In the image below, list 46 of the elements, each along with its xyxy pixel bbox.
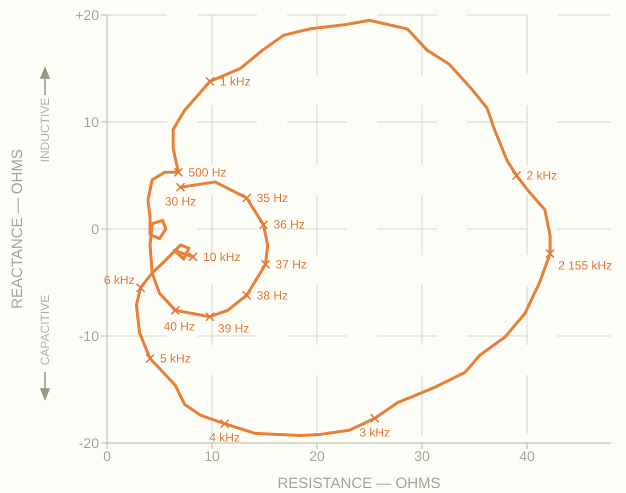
y-tick-label: -10 <box>78 328 100 344</box>
point <box>220 418 230 428</box>
point <box>174 168 184 178</box>
annotation: 40 Hz <box>164 319 195 334</box>
point <box>512 170 522 180</box>
annotation: 3 kHz <box>359 425 390 440</box>
point <box>260 260 270 270</box>
x-tick-label: 40 <box>519 448 535 464</box>
point <box>205 76 215 86</box>
annotation: 1 kHz <box>220 74 251 88</box>
y-tick-label: 0 <box>91 220 100 237</box>
annotation: 2 kHz <box>526 168 558 182</box>
annotation: 5 kHz <box>160 351 191 366</box>
x-tick-label: 20 <box>309 448 325 464</box>
annotation: 30 Hz <box>164 194 196 208</box>
x-tick-label: 30 <box>414 448 430 464</box>
y-tick-label: 10 <box>83 114 100 130</box>
point <box>205 312 215 322</box>
point <box>145 354 155 364</box>
annotation: 37 Hz <box>276 257 307 272</box>
point <box>545 248 555 258</box>
annotation: 10 kHz <box>203 250 240 264</box>
point <box>258 220 268 230</box>
annotation: 35 Hz <box>256 190 288 205</box>
y-axis-title: REACTANCE — OHMS <box>9 149 26 309</box>
annotation: 39 Hz <box>218 322 250 336</box>
y-tick-label: -20 <box>78 434 100 451</box>
annotation: 2 155 kHz <box>558 258 612 273</box>
annotation: 4 kHz <box>209 430 240 445</box>
text: CAPACITIVE <box>38 294 52 366</box>
point <box>242 193 252 203</box>
point <box>370 414 380 424</box>
point <box>242 290 252 300</box>
annotation: 36 Hz <box>273 218 305 232</box>
point <box>188 252 198 262</box>
x-axis-title: RESISTANCE — OHMS <box>277 475 441 492</box>
annotation: 6 kHz <box>104 272 135 287</box>
point <box>170 306 180 316</box>
annotation: 500 Hz <box>188 165 226 180</box>
annotation: 38 Hz <box>256 288 288 302</box>
point <box>136 283 146 293</box>
point <box>176 182 186 192</box>
text: INDUCTIVE <box>38 98 52 162</box>
x-tick-label: 0 <box>103 448 112 464</box>
y-tick-label: +20 <box>75 6 100 23</box>
x-tick-label: 10 <box>204 448 220 464</box>
